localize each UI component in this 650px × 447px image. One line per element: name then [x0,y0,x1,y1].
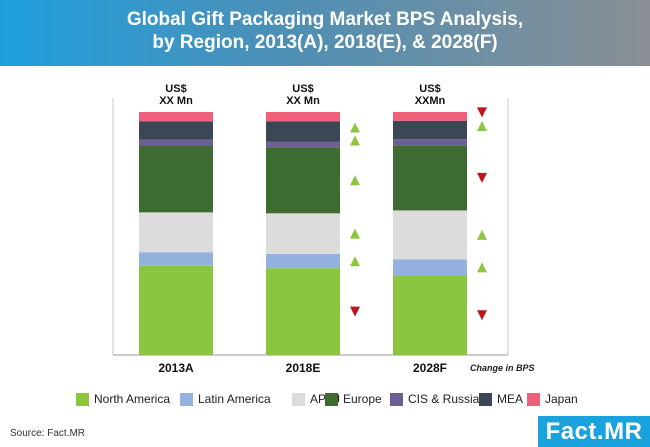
bar-2018e-japan [266,112,340,122]
value-label-2013a-line-1: US$ [165,83,186,95]
change-marker-2018e-cis-and-russia-up-icon [350,135,360,146]
factmr-logo: Fact.MR [538,416,650,447]
legend-swatch-cis-and-russia [390,392,403,406]
bar-2013a-cis-and-russia [139,139,213,146]
bar-2018e-europe [266,147,340,214]
value-label-2018e-line-2: XX Mn [286,95,320,107]
value-label-2028f-line-2: XXMn [415,95,446,107]
value-label-2013a-line-2: XX Mn [159,95,193,107]
bar-2018e-latin-america [266,253,340,269]
change-marker-2028f-apej-up-icon [477,229,487,240]
legend-swatch-japan [527,392,540,406]
legend-swatch-mea [479,392,492,406]
legend-label-mea: MEA [497,392,524,406]
legend-label-japan: Japan [545,392,578,406]
change-marker-2028f-japan-down-icon [477,107,487,118]
legend-item-mea: MEA [479,389,523,409]
value-label-2018e-line-1: US$ [292,83,313,95]
x-tick-label-2028f: 2028F [413,361,447,375]
change-marker-2018e-mea-up-icon [350,122,360,133]
source-note: Source: Fact.MR [10,428,86,439]
change-marker-2018e-north-america-down-icon [350,306,360,317]
legend-item-japan: Japan [527,389,578,409]
bar-2028f-north-america [393,275,467,355]
x-tick-label-2013a: 2013A [158,361,194,375]
legend-label-europe: Europe [343,392,382,406]
bar-2013a-mea [139,121,213,140]
bar-2013a-japan [139,112,213,122]
change-marker-2028f-north-america-down-icon [477,310,487,321]
legend-item-cis-and-russia: CIS & Russia [390,389,479,409]
bar-2028f-europe [393,145,467,211]
legend-swatch-europe [325,392,338,406]
legend-item-latin-america: Latin America [180,389,271,409]
bar-2018e-cis-and-russia [266,141,340,148]
legend-swatch-latin-america [180,392,193,406]
change-marker-2028f-latin-america-up-icon [477,262,487,273]
chart-title-line-1: Global Gift Packaging Market BPS Analysi… [126,9,524,30]
bar-2013a-apej [139,212,213,253]
legend-item-europe: Europe [325,389,382,409]
bar-2013a-europe [139,145,213,213]
change-in-bps-label: Change in BPS [470,363,535,373]
bar-2018e-north-america [266,268,340,355]
legend-item-north-america: North America [76,389,170,409]
legend-swatch-apej [292,392,305,406]
bar-2028f-mea [393,120,467,140]
bar-2018e-mea [266,121,340,142]
value-label-2028f-line-1: US$ [419,83,440,95]
change-marker-2018e-latin-america-up-icon [350,256,360,267]
legend-label-latin-america: Latin America [198,392,271,406]
bar-2028f-cis-and-russia [393,139,467,146]
bar-2028f-latin-america [393,259,467,276]
bar-2018e-apej [266,213,340,254]
bar-2028f-apej [393,210,467,260]
legend-label-north-america: North America [94,392,171,406]
bar-2013a-latin-america [139,252,213,266]
header-banner: Global Gift Packaging Market BPS Analysi… [0,0,650,66]
change-marker-2028f-europe-down-icon [477,172,487,183]
bar-2013a-north-america [139,265,213,355]
chart-title-line-2: by Region, 2013(A), 2018(E), & 2028(F) [152,32,498,53]
legend-swatch-north-america [76,392,89,406]
change-marker-2018e-apej-up-icon [350,228,360,239]
x-tick-label-2018e: 2018E [286,361,321,375]
change-marker-2028f-mea-up-icon [477,120,487,131]
legend-label-cis-and-russia: CIS & Russia [408,392,480,406]
bar-2028f-japan [393,112,467,121]
change-marker-2018e-europe-up-icon [350,175,360,186]
